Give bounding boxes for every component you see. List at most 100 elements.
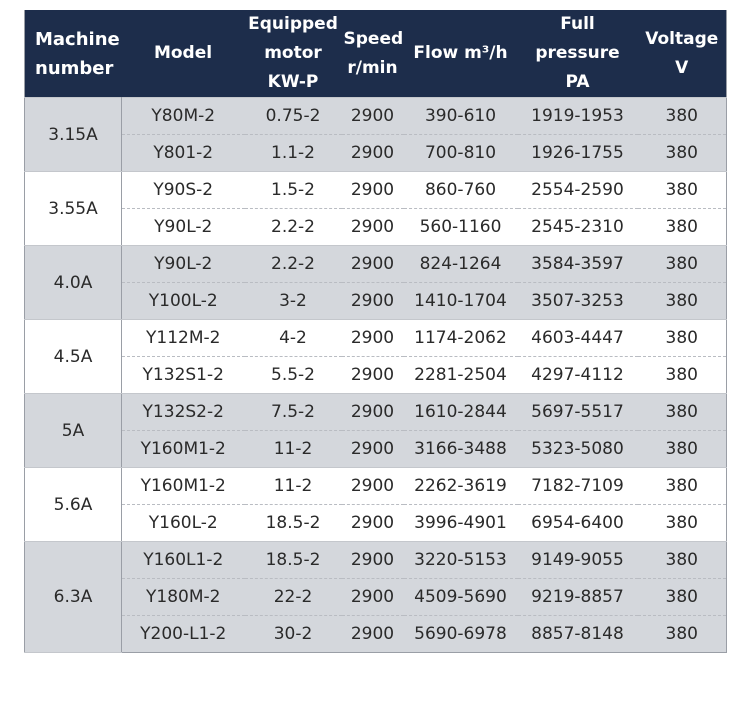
pressure-cell: 9219-8857 [517, 578, 638, 616]
flow-cell: 5690-6978 [403, 615, 518, 653]
table-row: 5A Y132S2-2 7.5-2 2900 1610-2844 5697-5517 380 [24, 393, 727, 468]
motor-cell: 30-2 [244, 615, 342, 653]
machine-number-cell: 4.5A [24, 319, 122, 394]
pressure-cell: 3584-3597 [517, 245, 638, 283]
speed-cell: 2900 [341, 393, 404, 431]
speed-cell: 2900 [341, 430, 404, 468]
spec-table-container: Machine number Model Equipped motor KW-P… [24, 10, 727, 653]
motor-cell: 11-2 [244, 467, 342, 505]
pressure-cell: 2554-2590 [517, 171, 638, 209]
motor-cell: 1.5-2 [244, 171, 342, 209]
model-cell: Y180M-2 [121, 578, 245, 616]
voltage-cell: 380 [637, 282, 727, 320]
header-voltage-line-2: V [675, 57, 689, 78]
speed-cell: 2900 [341, 282, 404, 320]
pressure-cell: 8857-8148 [517, 615, 638, 653]
flow-cell: 824-1264 [403, 245, 518, 283]
speed-cell: 2900 [341, 319, 404, 357]
table-header: Machine number Model Equipped motor KW-P… [24, 10, 727, 98]
voltage-cell: 380 [637, 430, 727, 468]
header-motor-line-3: KW-P [267, 72, 319, 92]
table-row: Y180M-2 22-2 2900 4509-5690 9219-8857 380 [25, 578, 727, 616]
voltage-cell: 380 [637, 134, 727, 172]
motor-cell: 2.2-2 [244, 208, 342, 246]
model-cell: Y132S2-2 [121, 393, 245, 431]
header-pressure-line-2: PA [565, 72, 590, 92]
model-cell: Y160M1-2 [121, 467, 245, 505]
pressure-cell: 5323-5080 [517, 430, 638, 468]
table-row: 3.15A Y80M-2 0.75-2 2900 390-610 1919-1953 380 [24, 97, 727, 172]
header-motor-line-1: Equipped [248, 14, 338, 34]
machine-number-cell: 5.6A [24, 467, 122, 542]
model-cell: Y801-2 [121, 134, 245, 172]
model-cell: Y160L-2 [121, 504, 245, 542]
header-flow-label: Flow m³/h [413, 43, 508, 63]
machine-number-cell: 3.55A [24, 171, 122, 246]
model-cell: Y90L-2 [121, 208, 245, 246]
header-machine-line-2: number [35, 57, 114, 79]
table-row: 4.0A Y90L-2 2.2-2 2900 824-1264 3584-3597 380 [24, 245, 727, 320]
flow-cell: 2262-3619 [403, 467, 518, 505]
model-cell: Y160L1-2 [121, 541, 245, 579]
voltage-cell: 380 [637, 541, 727, 579]
header-speed: Speed r/min [341, 10, 404, 98]
pressure-cell: 3507-3253 [517, 282, 638, 320]
header-motor-line-2: motor [264, 43, 322, 63]
pressure-cell: 7182-7109 [517, 467, 638, 505]
header-row: Machine number Model Equipped motor KW-P… [24, 10, 727, 98]
pressure-cell: 4603-4447 [517, 319, 638, 357]
voltage-cell: 380 [637, 171, 727, 209]
table-row: Y132S1-2 5.5-2 2900 2281-2504 4297-4112 380 [25, 356, 727, 394]
motor-cell: 5.5-2 [244, 356, 342, 394]
header-machine-number: Machine number [24, 10, 122, 98]
machine-number-cell: 3.15A [24, 97, 122, 172]
voltage-cell: 380 [637, 393, 727, 431]
voltage-cell: 380 [637, 615, 727, 653]
flow-cell: 3166-3488 [403, 430, 518, 468]
voltage-cell: 380 [637, 97, 727, 135]
pressure-cell: 2545-2310 [517, 208, 638, 246]
header-machine-line-1: Machine [35, 28, 120, 50]
speed-cell: 2900 [341, 578, 404, 616]
flow-cell: 560-1160 [403, 208, 518, 246]
pressure-cell: 1919-1953 [517, 97, 638, 135]
fan-spec-table: Machine number Model Equipped motor KW-P… [24, 10, 727, 653]
flow-cell: 390-610 [403, 97, 518, 135]
motor-cell: 1.1-2 [244, 134, 342, 172]
flow-cell: 1174-2062 [403, 319, 518, 357]
motor-cell: 2.2-2 [244, 245, 342, 283]
model-cell: Y90S-2 [121, 171, 245, 209]
machine-number-cell: 4.0A [24, 245, 122, 320]
table-row: Y801-2 1.1-2 2900 700-810 1926-1755 380 [25, 134, 727, 172]
header-voltage-line-1: Voltage [645, 28, 719, 49]
speed-cell: 2900 [341, 97, 404, 135]
table-row: Y160L-2 18.5-2 2900 3996-4901 6954-6400 380 [25, 504, 727, 542]
speed-cell: 2900 [341, 615, 404, 653]
flow-cell: 1410-1704 [403, 282, 518, 320]
flow-cell: 700-810 [403, 134, 518, 172]
model-cell: Y160M1-2 [121, 430, 245, 468]
model-cell: Y112M-2 [121, 319, 245, 357]
flow-cell: 3996-4901 [403, 504, 518, 542]
speed-cell: 2900 [341, 504, 404, 542]
motor-cell: 4-2 [244, 319, 342, 357]
header-pressure-line-1: Full pressure [535, 14, 620, 63]
flow-cell: 3220-5153 [403, 541, 518, 579]
table-row: 4.5A Y112M-2 4-2 2900 1174-2062 4603-4447 380 [24, 319, 727, 394]
speed-cell: 2900 [341, 208, 404, 246]
header-flow: Flow m³/h [403, 10, 518, 98]
pressure-cell: 1926-1755 [517, 134, 638, 172]
voltage-cell: 380 [637, 467, 727, 505]
table-row: 3.55A Y90S-2 1.5-2 2900 860-760 2554-2590 380 [24, 171, 727, 246]
header-motor: Equipped motor KW-P [244, 10, 342, 98]
table-row: 5.6A Y160M1-2 11-2 2900 2262-3619 7182-7109 38… [24, 467, 727, 542]
speed-cell: 2900 [341, 134, 404, 172]
model-cell: Y80M-2 [121, 97, 245, 135]
voltage-cell: 380 [637, 504, 727, 542]
speed-cell: 2900 [341, 356, 404, 394]
machine-number-cell: 5A [24, 393, 122, 468]
voltage-cell: 380 [637, 578, 727, 616]
header-model-label: Model [153, 43, 213, 63]
speed-cell: 2900 [341, 245, 404, 283]
model-cell: Y90L-2 [121, 245, 245, 283]
